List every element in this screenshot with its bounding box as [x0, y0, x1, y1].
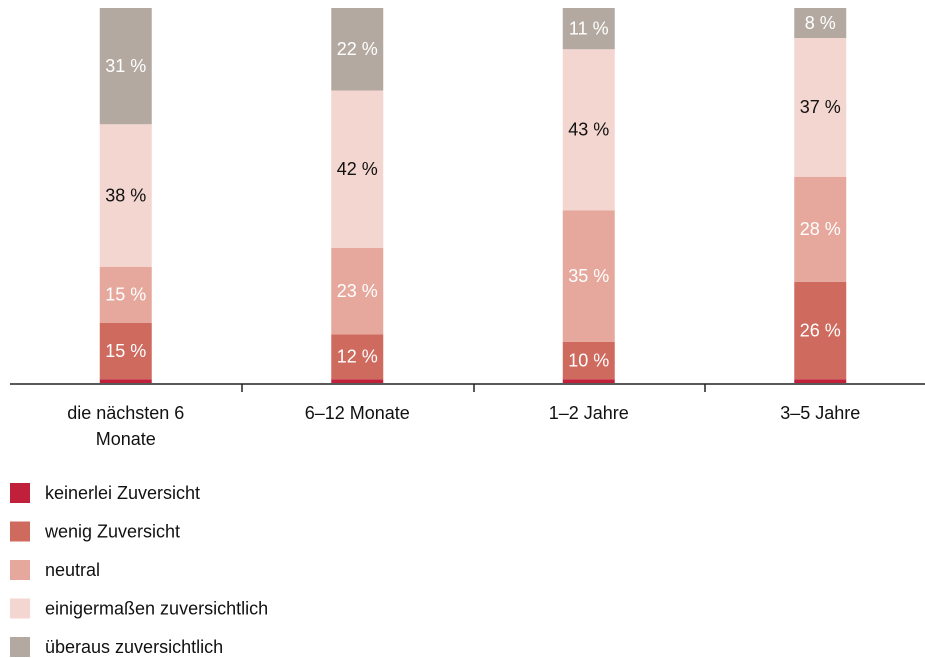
legend-label: neutral	[45, 560, 100, 580]
bar-segment	[794, 379, 847, 383]
data-label: 37 %	[800, 97, 841, 117]
data-label: 26 %	[800, 320, 841, 340]
data-label: 8 %	[805, 13, 836, 33]
legend-swatch	[10, 483, 30, 503]
bar-segment	[331, 379, 384, 383]
legend-label: einigermaßen zuversichtlich	[45, 598, 268, 618]
bar-segment	[562, 210, 615, 342]
bar-segment	[562, 379, 615, 383]
data-label: 23 %	[337, 281, 378, 301]
data-label: 11 %	[569, 18, 609, 38]
data-label: 15 %	[105, 341, 146, 361]
data-label: 43 %	[568, 120, 609, 140]
x-tick-label: 6–12 Monate	[304, 403, 410, 423]
bar-segment	[331, 8, 384, 91]
data-label: 28 %	[800, 219, 841, 239]
bar-segment	[331, 248, 384, 335]
bar-segment	[331, 334, 384, 380]
data-label: 42 %	[337, 159, 378, 179]
bar-segment	[99, 124, 152, 267]
bar-segment	[562, 49, 615, 211]
data-label: 38 %	[105, 185, 146, 205]
bar-segment	[99, 8, 152, 125]
bar-segment	[99, 266, 152, 323]
bar-segment	[331, 90, 384, 248]
x-tick-label: 1–2 Jahre	[548, 403, 629, 423]
bar-segment	[794, 8, 847, 38]
legend-swatch	[10, 521, 30, 542]
data-label: 35 %	[568, 266, 609, 286]
data-label: 22 %	[337, 39, 378, 59]
x-tick-label: 3–5 Jahre	[780, 403, 861, 423]
legend-swatch	[10, 598, 30, 619]
bar-segment	[562, 341, 615, 380]
legend-swatch	[10, 560, 30, 580]
bar-segment	[562, 8, 615, 50]
legend-label: überaus zuversichtlich	[45, 637, 223, 657]
bar-segment	[794, 38, 847, 177]
x-tick-label: die nächsten 6 Monate	[67, 403, 185, 449]
bar-segment	[99, 323, 152, 380]
data-label: 15 %	[105, 285, 146, 305]
data-label: 31 %	[105, 56, 146, 76]
bar-segment	[794, 176, 847, 282]
bar-segment	[794, 281, 847, 380]
data-label: 10 %	[568, 350, 609, 370]
data-label: 12 %	[337, 347, 378, 367]
bar-segment	[99, 379, 152, 383]
legend-swatch	[10, 637, 30, 657]
legend-label: keinerlei Zuversicht	[45, 483, 200, 503]
legend-label: wenig Zuversicht	[44, 521, 180, 541]
